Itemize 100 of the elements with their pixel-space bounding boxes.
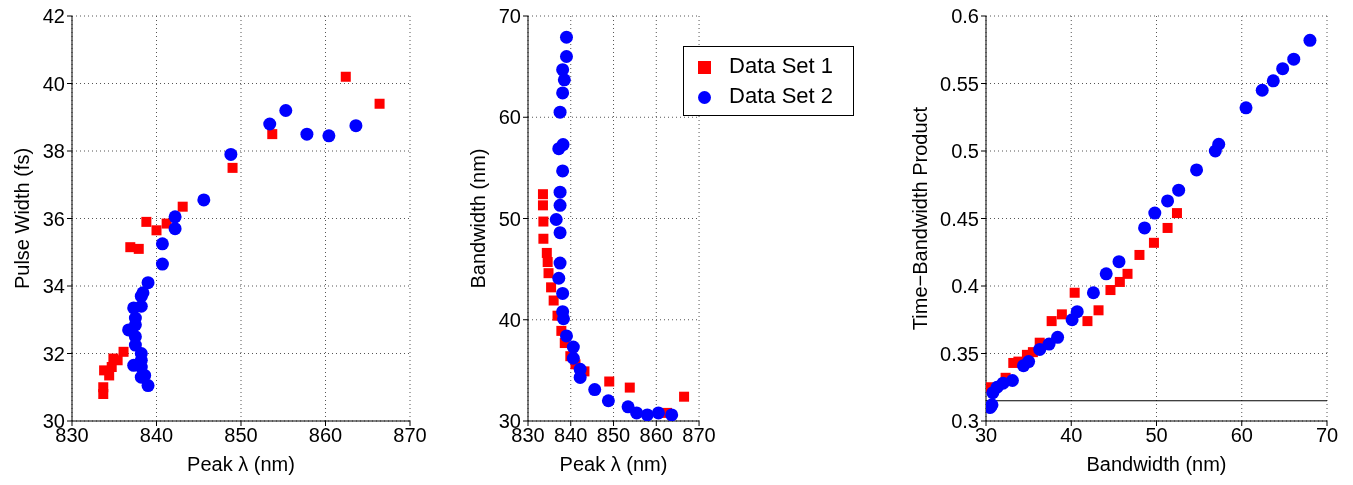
point — [141, 216, 152, 227]
point — [1266, 74, 1280, 88]
x-tick-label: 50 — [1145, 424, 1168, 447]
x-tick-label: 40 — [1060, 424, 1083, 447]
point — [1086, 286, 1100, 300]
point — [1114, 276, 1125, 287]
point — [125, 242, 136, 253]
point — [1093, 305, 1104, 316]
point — [559, 329, 573, 343]
x-axis-title: Bandwidth (nm) — [1086, 453, 1227, 475]
point — [1212, 137, 1226, 151]
point — [1276, 62, 1290, 76]
x-tick-label: 860 — [639, 424, 673, 447]
point — [640, 408, 654, 421]
point — [553, 198, 567, 212]
point — [553, 185, 567, 199]
y-tick-label: 34 — [42, 275, 65, 298]
point — [538, 233, 549, 244]
point — [1255, 83, 1269, 97]
point — [1046, 316, 1057, 327]
point — [556, 164, 570, 178]
point — [651, 406, 665, 420]
point — [1122, 268, 1133, 279]
y-tick-label: 40 — [42, 72, 65, 95]
point — [349, 119, 363, 133]
y-axis-title: Pulse Width (fs) — [11, 147, 33, 290]
point — [133, 243, 144, 254]
point — [556, 286, 570, 300]
y-tick-label: 40 — [498, 308, 521, 331]
point — [665, 408, 679, 421]
point — [556, 312, 570, 326]
y-tick-label: 32 — [42, 342, 65, 365]
point — [340, 71, 351, 82]
point — [559, 30, 573, 44]
x-tick-label: 840 — [139, 424, 174, 447]
y-tick-label: 0.45 — [940, 207, 979, 230]
point — [556, 86, 570, 100]
point — [548, 295, 559, 306]
point — [98, 382, 109, 393]
point — [624, 382, 635, 393]
point — [1172, 183, 1186, 197]
y-tick-label: 0.35 — [940, 342, 979, 365]
point — [1239, 101, 1253, 115]
point — [322, 129, 336, 143]
x-tick-label: 60 — [1230, 424, 1253, 447]
x-axis-title: Peak λ (nm) — [187, 453, 295, 475]
point — [151, 225, 162, 236]
point — [559, 50, 573, 63]
y-tick-label: 0.6 — [951, 5, 979, 28]
point — [566, 351, 580, 365]
point — [279, 104, 293, 117]
point — [1099, 267, 1113, 281]
x-tick-label: 70 — [1315, 424, 1339, 447]
point — [227, 162, 238, 173]
y-axis-title: Bandwidth (nm) — [467, 148, 489, 289]
point — [1134, 249, 1145, 260]
point — [604, 376, 615, 387]
point — [1148, 237, 1159, 248]
point — [1287, 52, 1301, 66]
point — [1190, 163, 1204, 177]
point — [1082, 316, 1093, 327]
x-axis-title: Peak λ (nm) — [559, 453, 668, 475]
point — [1161, 194, 1175, 208]
x-tick-label: 870 — [393, 424, 427, 447]
legend-label: Data Set 1 — [729, 53, 833, 78]
y-tick-label: 70 — [498, 5, 521, 28]
point — [588, 383, 602, 397]
x-tick-label: 850 — [596, 424, 631, 447]
x-tick-label: 860 — [308, 424, 343, 447]
point — [553, 226, 567, 240]
point — [1112, 255, 1126, 269]
point — [155, 237, 169, 251]
point — [1022, 355, 1036, 369]
y-tick-label: 0.55 — [940, 72, 979, 95]
point — [553, 105, 567, 119]
y-tick-label: 50 — [498, 207, 521, 230]
point — [537, 189, 548, 200]
point — [1033, 342, 1047, 356]
point — [1070, 305, 1084, 319]
point — [542, 257, 553, 268]
point — [1005, 374, 1019, 387]
point — [300, 127, 314, 141]
x-tick-label: 870 — [682, 424, 716, 447]
point — [543, 268, 554, 279]
point — [552, 142, 566, 156]
point — [601, 394, 615, 408]
y-tick-label: 0.5 — [951, 140, 979, 163]
point — [168, 222, 182, 236]
point — [566, 340, 580, 354]
point — [552, 271, 566, 285]
y-tick-label: 38 — [42, 140, 65, 163]
point — [557, 73, 571, 87]
point — [118, 346, 129, 357]
point — [549, 213, 563, 227]
x-tick-label: 840 — [554, 424, 588, 447]
point — [1051, 330, 1065, 344]
point — [538, 216, 549, 227]
point — [197, 193, 211, 207]
point — [374, 98, 385, 109]
point — [630, 406, 644, 420]
